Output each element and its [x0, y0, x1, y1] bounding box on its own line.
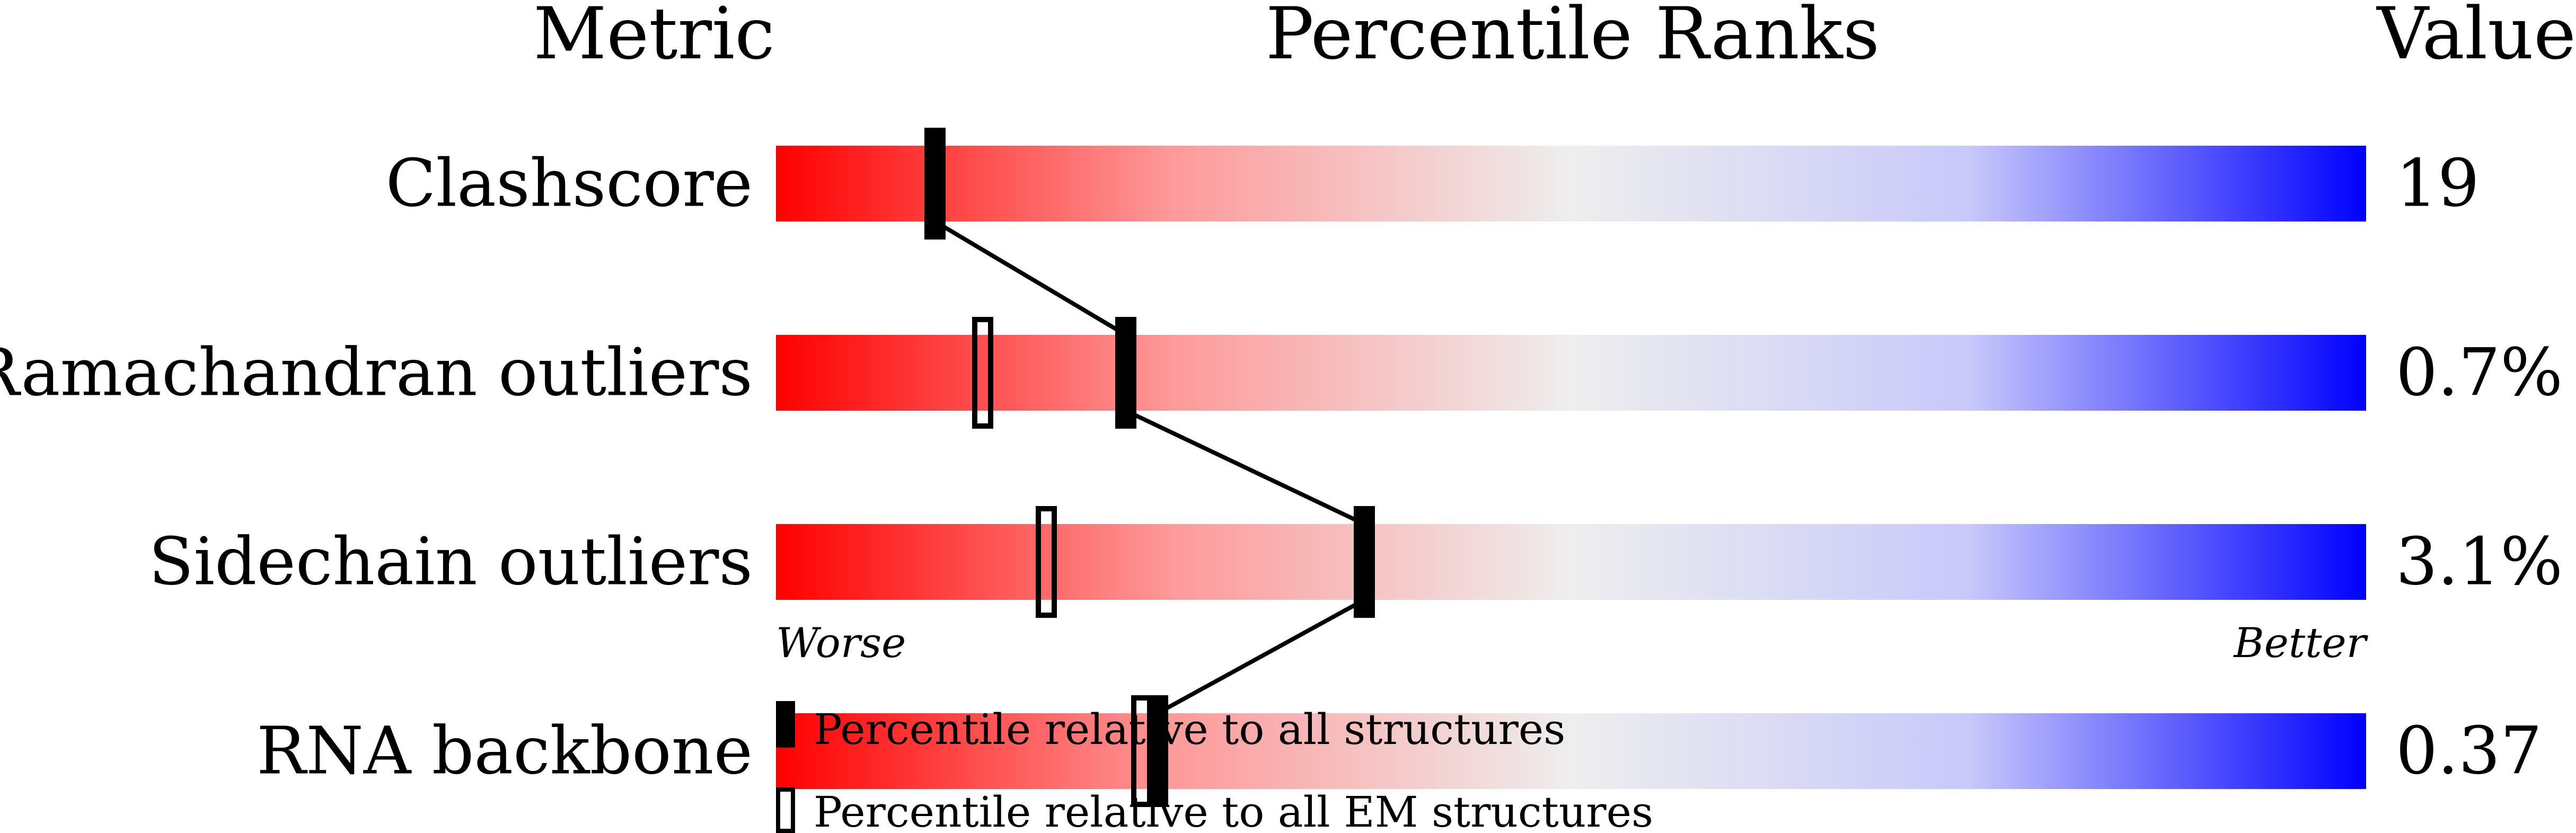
- marker-em-structures: [972, 317, 993, 429]
- percentile-bar: [776, 524, 2366, 600]
- percentile-bar: [776, 146, 2366, 221]
- legend-open-marker: [776, 787, 795, 833]
- metric-label: Clashscore: [386, 146, 753, 222]
- legend-filled-marker: [776, 701, 795, 748]
- marker-all-structures: [1115, 317, 1136, 429]
- axis-label-worse: Worse: [776, 619, 906, 667]
- connector-line: [933, 219, 1127, 337]
- connector-line: [1157, 598, 1365, 715]
- axis-label-better: Better: [2233, 619, 2368, 667]
- metric-label: Sidechain outliers: [149, 524, 753, 600]
- percentile-bar: [776, 335, 2366, 411]
- header-value: Value: [2376, 0, 2576, 75]
- marker-all-structures: [924, 128, 946, 240]
- metric-label: Ramachandran outliers: [0, 335, 753, 411]
- marker-all-structures: [1147, 695, 1168, 807]
- marker-all-structures: [1354, 506, 1375, 618]
- metric-value: 19: [2396, 146, 2480, 222]
- marker-em-structures: [1036, 506, 1057, 618]
- metric-value: 0.37: [2396, 713, 2542, 790]
- legend-label-all: Percentile relative to all structures: [814, 705, 1565, 754]
- metric-value: 0.7%: [2396, 335, 2563, 411]
- metric-value: 3.1%: [2396, 524, 2563, 600]
- legend-label-em: Percentile relative to all EM structures: [814, 787, 1653, 833]
- metric-label: RNA backbone: [257, 713, 753, 790]
- header-metric: Metric: [533, 0, 775, 75]
- header-percentile-ranks: Percentile Ranks: [1266, 0, 1880, 75]
- connector-line: [1125, 409, 1365, 526]
- percentile-bar: [776, 713, 2366, 789]
